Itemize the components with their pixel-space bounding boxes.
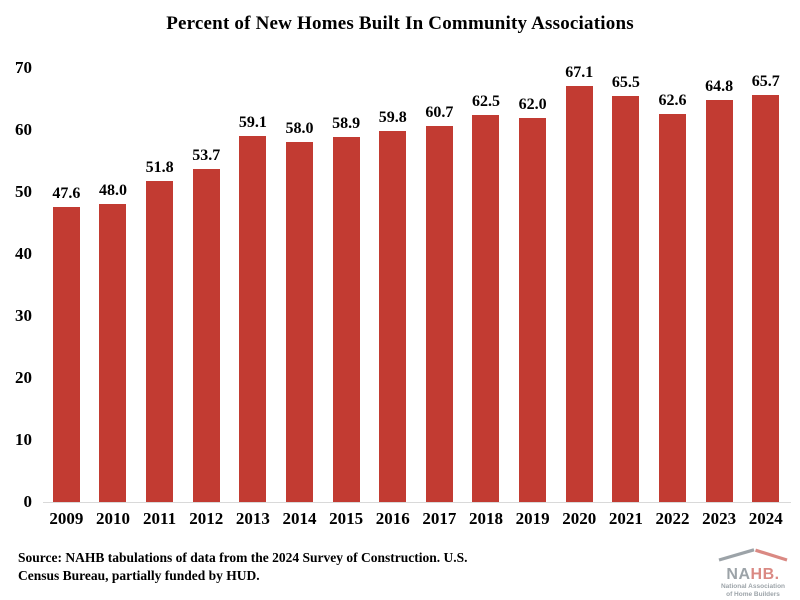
bar-slot: 47.6 <box>43 68 90 502</box>
bar-slot: 58.0 <box>276 68 323 502</box>
bar-value-label: 62.6 <box>658 91 687 109</box>
bar-value-label: 60.7 <box>425 103 454 121</box>
bar: 62.5 <box>472 93 500 502</box>
x-tick-label: 2013 <box>235 509 270 528</box>
bar: 59.8 <box>379 109 407 502</box>
nahb-logo-text: NAHB. <box>710 566 796 583</box>
x-tick-label: 2023 <box>702 509 737 528</box>
bar-slot: 62.6 <box>649 68 696 502</box>
bar: 48.0 <box>99 182 127 502</box>
x-tick-label: 2011 <box>143 509 177 528</box>
x-tick-label: 2017 <box>422 509 457 528</box>
bar-value-label: 47.6 <box>52 184 81 202</box>
bar: 65.5 <box>612 74 640 502</box>
bar-slot: 60.7 <box>416 68 463 502</box>
x-axis-baseline <box>43 502 791 503</box>
x-tick-label: 2016 <box>375 509 410 528</box>
bar: 62.0 <box>519 96 547 502</box>
nahb-logo-subtitle-line-2: of Home Builders <box>726 590 780 598</box>
bar-value-label: 59.8 <box>378 109 407 127</box>
nahb-logo: NAHB. National Association of Home Build… <box>710 547 796 598</box>
source-note: Source: NAHB tabulations of data from th… <box>18 549 468 585</box>
bar-value-label: 65.5 <box>611 73 640 91</box>
x-tick-label: 2018 <box>468 509 503 528</box>
y-axis: 0 10 20 30 40 50 60 70 <box>0 0 34 600</box>
x-tick-label: 2024 <box>748 509 783 528</box>
bar-value-label: 53.7 <box>192 147 221 165</box>
bar-value-label: 59.1 <box>238 113 267 131</box>
x-tick-label: 2012 <box>189 509 224 528</box>
bar: 60.7 <box>425 104 453 502</box>
x-tick-label: 2014 <box>282 509 317 528</box>
y-tick-label: 10 <box>15 430 32 449</box>
nahb-logo-hb: HB <box>750 566 775 583</box>
y-tick-label: 60 <box>15 120 32 139</box>
x-tick-label: 2019 <box>515 509 550 528</box>
bar-slot: 48.0 <box>90 68 137 502</box>
y-tick-label: 30 <box>15 306 32 325</box>
bar-slot: 64.8 <box>696 68 743 502</box>
y-tick-label: 50 <box>15 182 32 201</box>
x-axis-labels: 2009 2010 2011 2012 2013 2014 2015 2016 2017 2018… <box>43 509 789 529</box>
bar-slot: 51.8 <box>136 68 183 502</box>
bar-value-label: 58.9 <box>332 114 361 132</box>
x-tick-label: 2010 <box>95 509 130 528</box>
nahb-logo-subtitle: National Association of Home Builders <box>710 583 796 598</box>
bar: 58.9 <box>332 115 360 502</box>
source-line-2: Census Bureau, partially funded by HUD. <box>18 568 260 583</box>
bar-value-label: 58.0 <box>285 120 314 138</box>
bar-slot: 65.7 <box>742 68 789 502</box>
nahb-roof-icon <box>718 548 788 562</box>
bar-slot: 53.7 <box>183 68 230 502</box>
x-tick-label: 2015 <box>329 509 364 528</box>
bar: 58.0 <box>285 120 313 502</box>
bar: 62.6 <box>658 92 686 502</box>
nahb-logo-na: NA <box>726 566 751 583</box>
bar-value-label: 67.1 <box>565 63 594 81</box>
bar: 59.1 <box>239 114 267 502</box>
bar-slot: 58.9 <box>323 68 370 502</box>
y-tick-label: 20 <box>15 368 32 387</box>
bar: 65.7 <box>752 73 780 502</box>
bar-value-label: 64.8 <box>705 78 734 96</box>
y-tick-label: 0 <box>23 492 33 511</box>
y-tick-label: 40 <box>15 244 32 263</box>
bar-slot: 67.1 <box>556 64 603 502</box>
bar: 51.8 <box>146 159 174 502</box>
plot-area: 47.6 48.0 51.8 53.7 59.1 58.0 58.9 59.8 60.7 62.5… <box>43 64 789 502</box>
x-tick-label: 2022 <box>655 509 690 528</box>
bar: 67.1 <box>565 64 593 502</box>
bar: 47.6 <box>52 185 80 502</box>
bar: 64.8 <box>705 78 733 502</box>
bar-value-label: 48.0 <box>98 182 127 200</box>
bar-value-label: 51.8 <box>145 158 174 176</box>
bar-slot: 62.5 <box>463 68 510 502</box>
bar-value-label: 62.0 <box>518 95 547 113</box>
x-tick-label: 2020 <box>562 509 597 528</box>
bar-slot: 65.5 <box>603 68 650 502</box>
nahb-logo-subtitle-line-1: National Association <box>720 583 786 590</box>
bar-value-label: 62.5 <box>471 92 500 110</box>
bar-slot: 59.1 <box>230 68 277 502</box>
y-tick-label: 70 <box>15 58 32 77</box>
bar: 53.7 <box>192 147 220 502</box>
bar-slot: 59.8 <box>369 68 416 502</box>
bar-value-label: 65.7 <box>751 72 780 90</box>
nahb-logo-period: . <box>774 566 780 583</box>
source-line-1: Source: NAHB tabulations of data from th… <box>18 550 468 565</box>
x-tick-label: 2021 <box>608 509 643 528</box>
bar-slot: 62.0 <box>509 68 556 502</box>
x-tick-label: 2009 <box>49 509 84 528</box>
chart-title: Percent of New Homes Built In Community … <box>166 13 634 34</box>
bars-container: 47.6 48.0 51.8 53.7 59.1 58.0 58.9 59.8 60.7 62.5… <box>43 64 789 502</box>
